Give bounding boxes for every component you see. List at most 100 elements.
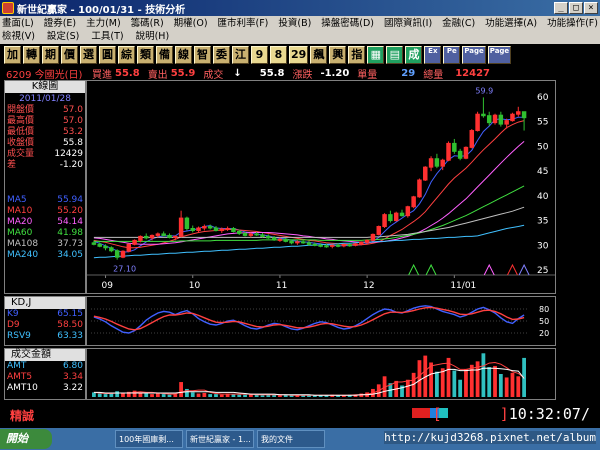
amount-panel-header[interactable]: 成交金額: [5, 349, 85, 361]
info-row-value: 58.50: [57, 320, 83, 330]
candle-body: [196, 227, 201, 231]
x-tick-label: 09: [102, 281, 114, 291]
taskbar-item-winner[interactable]: 新世紀贏家 - 1...: [186, 430, 254, 448]
menu-item[interactable]: 證券(E): [43, 18, 77, 29]
candle-body: [330, 244, 335, 247]
candle-body: [120, 250, 126, 258]
candle-body: [109, 247, 114, 252]
toolbar-button[interactable]: Pe: [443, 46, 461, 64]
menu-item[interactable]: 功能選擇(A): [485, 18, 538, 29]
toolbar-button[interactable]: 綜: [118, 46, 135, 64]
amount-bar: [498, 374, 503, 397]
close-button[interactable]: ×: [584, 2, 598, 14]
toolbar-button[interactable]: 期: [42, 46, 59, 64]
toolbar-button[interactable]: 價: [61, 46, 78, 64]
toolbar-button[interactable]: Ex: [424, 46, 442, 64]
menu-item[interactable]: 匯市利率(F): [217, 18, 269, 29]
menu-item[interactable]: 設定(S): [46, 31, 80, 42]
k-info-panel: K線圖 2011/01/28 開盤價 57.0 最高價 57.0 最低價 53.2 收盤價 5…: [4, 80, 86, 294]
menu-item[interactable]: 工具(T): [91, 31, 124, 42]
kd-panel-header[interactable]: KD,J: [5, 297, 85, 309]
toolbar-button[interactable]: 成: [405, 46, 423, 64]
toolbar-button[interactable]: 江: [232, 46, 249, 64]
amount-bar: [405, 379, 410, 397]
candlestick-chart-frame[interactable]: 25 30 35 40 45 50 55 60 09 10 11 12 11/01 59.9 27.10: [86, 80, 556, 294]
taskbar-item-mydocs[interactable]: 我的文件: [257, 430, 325, 448]
toolbar-button[interactable]: 線: [175, 46, 192, 64]
amount-chart[interactable]: [87, 349, 555, 399]
toolbar-button[interactable]: 興: [329, 46, 347, 64]
amount-bar: [411, 372, 416, 397]
toolbar-button[interactable]: ▦: [367, 46, 385, 64]
menu-item[interactable]: 投資(B): [278, 18, 312, 29]
amount-bar: [318, 395, 323, 397]
toolbar-button[interactable]: 指: [348, 46, 366, 64]
start-button[interactable]: 開始: [0, 429, 52, 449]
watermark-url: http://kujd3268.pixnet.net/album: [384, 431, 596, 444]
taskbar-item-doc[interactable]: 100年國庫剩...: [115, 430, 183, 448]
info-row-value: 57.0: [62, 116, 83, 126]
amount-bar: [132, 390, 137, 397]
amount-bar: [458, 379, 463, 397]
kd-line: [93, 306, 525, 331]
amount-bar: [237, 394, 242, 397]
toolbar-button[interactable]: 轉: [23, 46, 40, 64]
amount-bar: [289, 395, 294, 397]
toolbar-button[interactable]: ▤: [386, 46, 404, 64]
amount-ma-line: [93, 361, 525, 396]
info-row-label: MA5: [7, 195, 27, 205]
amount-bar: [475, 361, 480, 397]
menu-item[interactable]: 畫面(L): [2, 18, 34, 29]
toolbar-button[interactable]: 加: [4, 46, 21, 64]
high-annotation: 59.9: [475, 86, 493, 95]
candle-body: [457, 150, 463, 159]
candle-body: [388, 214, 393, 222]
toolbar-button[interactable]: 9: [251, 46, 268, 64]
candle-body: [382, 214, 387, 228]
k-panel-header[interactable]: K線圖: [5, 81, 85, 93]
menu-item[interactable]: 主力(M): [86, 18, 121, 29]
toolbar-button[interactable]: 類: [137, 46, 154, 64]
menu-item[interactable]: 國際資訊(I): [383, 18, 433, 29]
candle-body: [277, 238, 283, 241]
kd-rows: K9 65.15 D9 58.50 RSV9 63.33: [5, 309, 85, 342]
candle-body: [434, 158, 440, 167]
menu-item[interactable]: 期權(O): [173, 18, 208, 29]
amount-bar: [214, 394, 218, 397]
kd-chart-frame[interactable]: 20 50 80: [86, 296, 556, 346]
amount-bar: [138, 392, 143, 397]
toolbar-button[interactable]: Page: [487, 46, 512, 64]
candle-body: [300, 241, 306, 244]
toolbar-button[interactable]: 備: [156, 46, 173, 64]
menu-item[interactable]: 操盤密碼(D): [321, 18, 374, 29]
stock-name[interactable]: 6209 今國光(日): [6, 69, 83, 81]
menu-item[interactable]: 籌碼(R): [130, 18, 164, 29]
kd-chart[interactable]: 20 50 80: [87, 297, 555, 345]
menu-item[interactable]: 檢視(V): [2, 31, 35, 42]
toolbar-button[interactable]: Page: [462, 46, 486, 64]
toolbar-button[interactable]: 選: [80, 46, 97, 64]
candle-body: [341, 244, 347, 247]
candlestick-chart[interactable]: 25 30 35 40 45 50 55 60 09 10 11 12 11/01 59.9 27.10: [87, 81, 555, 293]
candle-body: [207, 226, 213, 229]
toolbar-button[interactable]: 8: [270, 46, 287, 64]
kd-info-panel: KD,J K9 65.15 D9 58.50 RSV9 63.33: [4, 296, 86, 346]
app-icon[interactable]: [2, 2, 14, 14]
menu-item[interactable]: 功能操作(F): [547, 18, 598, 29]
toolbar-button[interactable]: 智: [194, 46, 211, 64]
amount-bar: [196, 393, 201, 397]
candle-body: [504, 120, 509, 125]
toolbar-button[interactable]: 飆: [310, 46, 328, 64]
ma-line: [93, 116, 525, 253]
toolbar-button[interactable]: 29: [289, 46, 309, 64]
candle-body: [376, 226, 382, 235]
toolbar-button[interactable]: 委: [213, 46, 230, 64]
toolbar-button[interactable]: 圓: [99, 46, 116, 64]
maximize-button[interactable]: □: [569, 2, 583, 14]
menu-item[interactable]: 金融(C): [442, 18, 476, 29]
info-row: 最低價 53.2: [5, 127, 85, 138]
menu-item[interactable]: 說明(H): [135, 31, 170, 42]
amount-bar: [283, 394, 288, 397]
amount-chart-frame[interactable]: [86, 348, 556, 400]
minimize-button[interactable]: _: [554, 2, 568, 14]
